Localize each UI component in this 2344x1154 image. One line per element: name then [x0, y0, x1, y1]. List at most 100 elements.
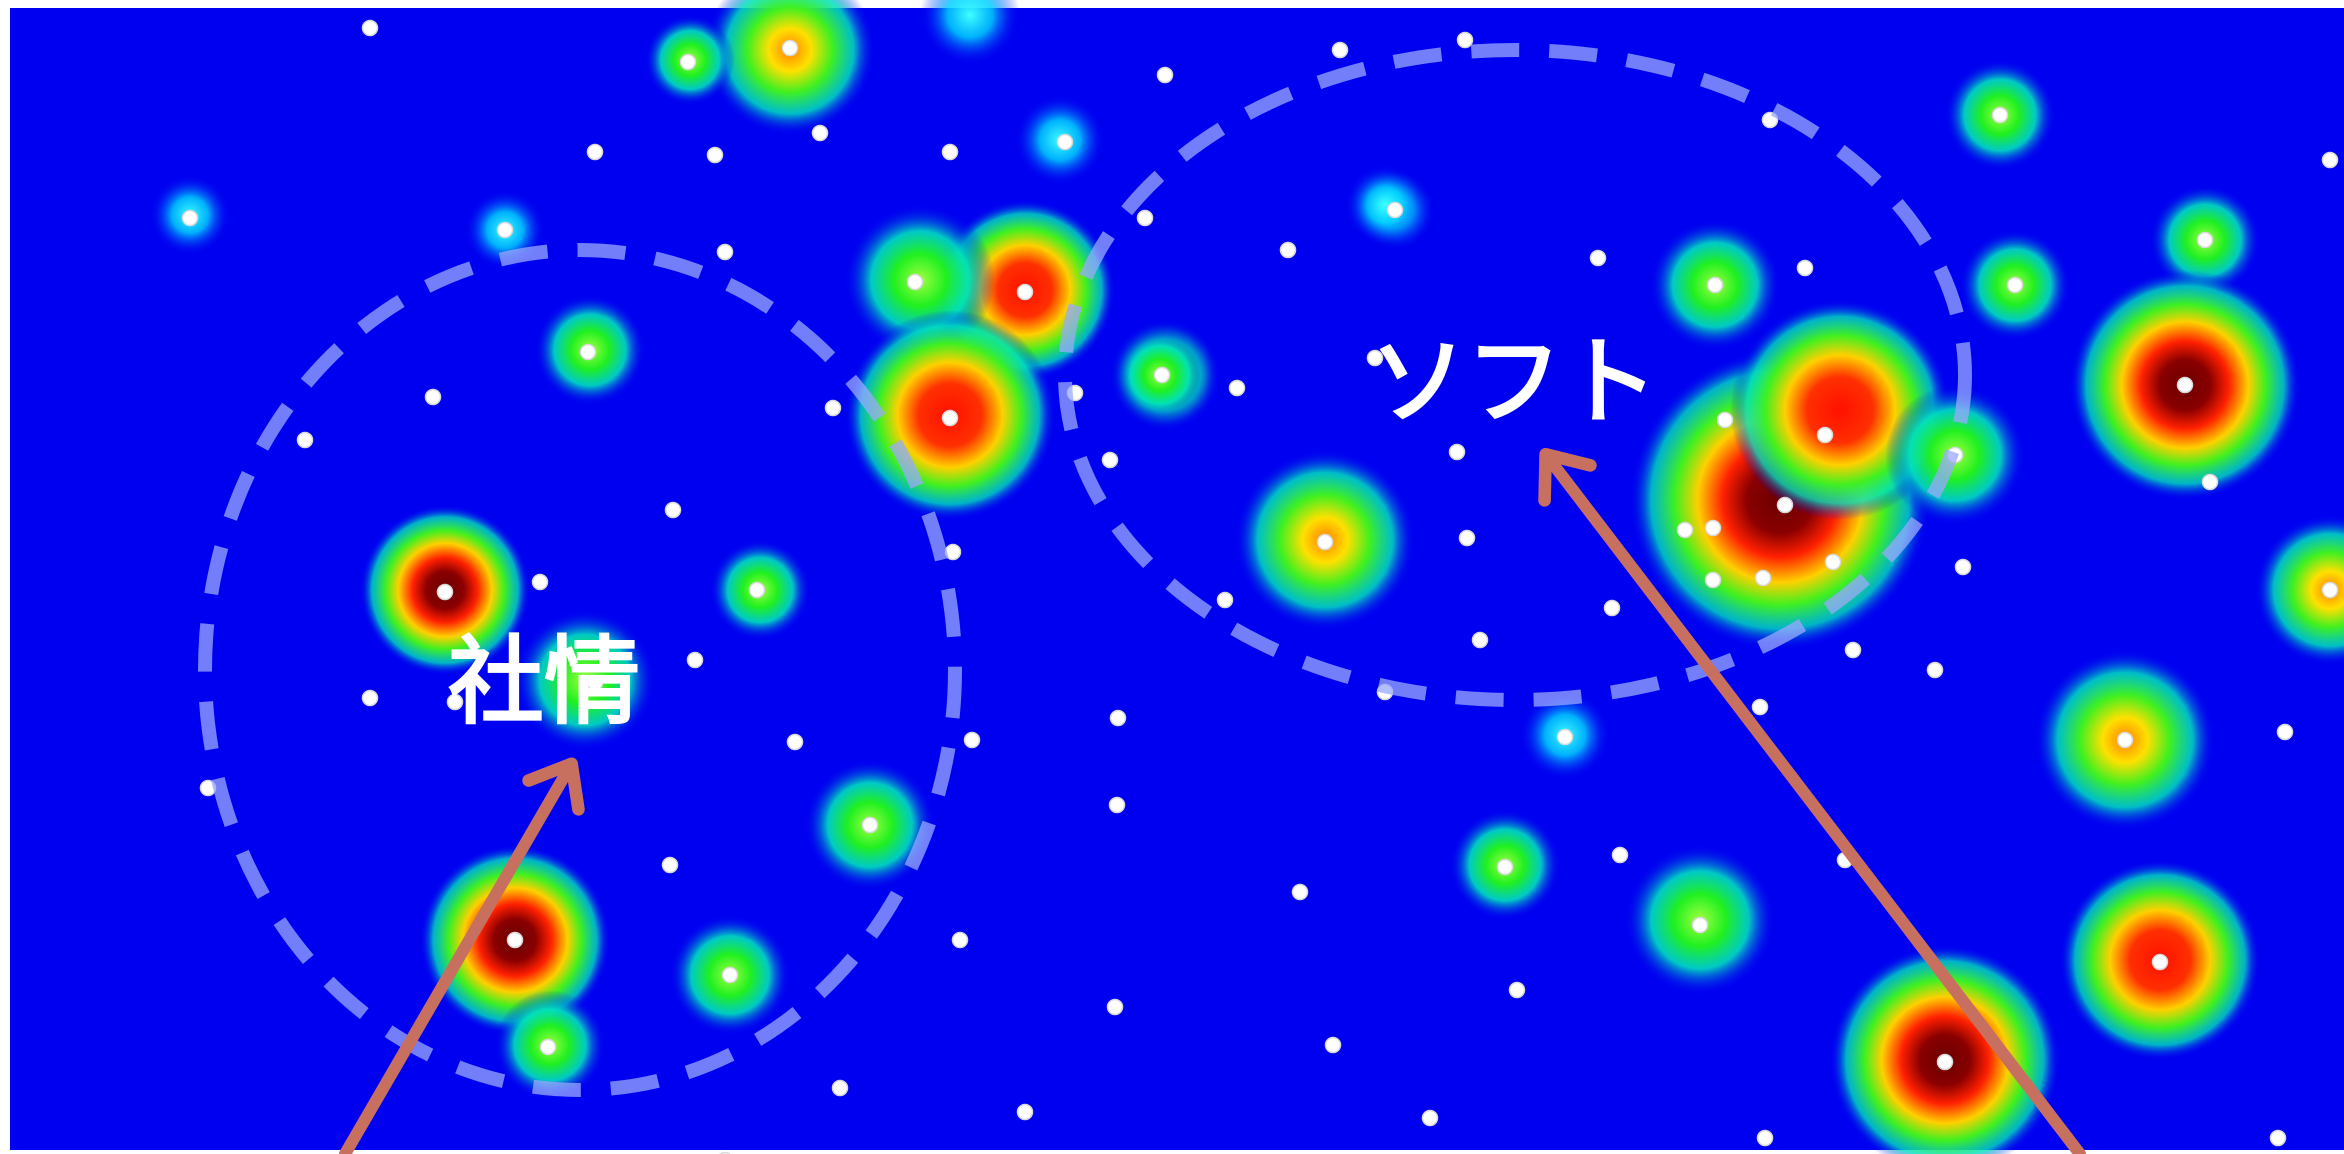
region-outlines: [198, 43, 1972, 1097]
data-point: [1016, 283, 1034, 301]
data-point: [1458, 529, 1476, 547]
region-outline-shajo: [198, 243, 962, 1097]
data-point: [586, 143, 604, 161]
data-point: [941, 143, 959, 161]
data-point: [1291, 883, 1309, 901]
data-point: [679, 53, 697, 71]
data-point: [1704, 571, 1722, 589]
data-point: [1796, 259, 1814, 277]
data-point: [1106, 998, 1124, 1016]
data-point: [2276, 723, 2294, 741]
data-point: [1706, 276, 1724, 294]
data-point: [941, 409, 959, 427]
data-point: [811, 124, 829, 142]
region-label-shajo: 社情: [448, 626, 640, 738]
data-point: [661, 856, 679, 874]
data-point: [2006, 276, 2024, 294]
data-point: [824, 399, 842, 417]
data-point: [2196, 231, 2214, 249]
data-point: [2321, 151, 2339, 169]
data-point: [1508, 981, 1526, 999]
data-point: [1676, 521, 1694, 539]
data-point: [181, 209, 199, 227]
data-point: [1136, 209, 1154, 227]
data-point: [951, 931, 969, 949]
data-point: [1153, 366, 1171, 384]
data-point: [664, 501, 682, 519]
data-point: [1991, 106, 2009, 124]
data-point: [1448, 443, 1466, 461]
data-point: [721, 966, 739, 984]
region-outline-soft: [1058, 43, 1972, 707]
density-blob: [705, 0, 875, 135]
data-point: [1716, 411, 1734, 429]
data-point: [2201, 473, 2219, 491]
data-point: [446, 693, 464, 711]
data-point: [1471, 631, 1489, 649]
data-point: [2269, 1129, 2287, 1147]
data-point: [1816, 426, 1834, 444]
data-point: [1496, 858, 1514, 876]
data-point: [539, 1038, 557, 1056]
data-point: [1776, 496, 1794, 514]
data-point: [1316, 533, 1334, 551]
data-point: [1936, 1053, 1954, 1071]
data-point: [1926, 661, 1944, 679]
data-point: [1589, 249, 1607, 267]
data-point: [1756, 1129, 1774, 1147]
data-point: [2116, 731, 2134, 749]
data-point: [2176, 376, 2194, 394]
pointer-arrows: [339, 447, 2086, 1154]
data-point: [1279, 241, 1297, 259]
data-point: [861, 816, 879, 834]
data-point: [2321, 581, 2339, 599]
data-point: [1324, 1036, 1342, 1054]
data-point: [531, 573, 549, 591]
data-point: [1954, 558, 1972, 576]
data-point: [296, 431, 314, 449]
data-point: [1228, 379, 1246, 397]
data-point: [1421, 1109, 1439, 1127]
arrow-to-soft: [1538, 447, 2086, 1154]
data-point: [1754, 569, 1772, 587]
density-blob: [1830, 945, 2060, 1154]
data-point: [361, 19, 379, 37]
data-point: [424, 388, 442, 406]
data-point: [1056, 133, 1074, 151]
data-point: [1691, 916, 1709, 934]
data-point: [1108, 796, 1126, 814]
data-point: [963, 731, 981, 749]
data-point: [716, 243, 734, 261]
data-point: [1366, 349, 1384, 367]
density-blob: [2255, 515, 2344, 665]
data-point: [1603, 599, 1621, 617]
data-point: [686, 651, 704, 669]
data-point: [496, 221, 514, 239]
arrow-to-shajo: [339, 757, 585, 1154]
region-label-soft: ソフト: [1370, 326, 1658, 438]
data-point: [1751, 698, 1769, 716]
data-point: [781, 39, 799, 57]
data-point: [1704, 519, 1722, 537]
data-point: [1331, 41, 1349, 59]
density-blob: [515, 610, 655, 750]
data-point: [1386, 201, 1404, 219]
data-point: [1824, 553, 1842, 571]
data-point: [579, 343, 597, 361]
data-point: [1016, 1103, 1034, 1121]
data-point: [786, 733, 804, 751]
data-point: [831, 1079, 849, 1097]
data-point: [1611, 846, 1629, 864]
data-point: [906, 273, 924, 291]
data-point: [748, 581, 766, 599]
data-point: [1109, 709, 1127, 727]
data-point: [1216, 591, 1234, 609]
data-point: [436, 583, 454, 601]
data-point: [506, 931, 524, 949]
data-point: [586, 674, 604, 692]
data-point: [1844, 641, 1862, 659]
data-point: [1101, 451, 1119, 469]
region-labels: 社情 ソフト: [448, 326, 1658, 738]
